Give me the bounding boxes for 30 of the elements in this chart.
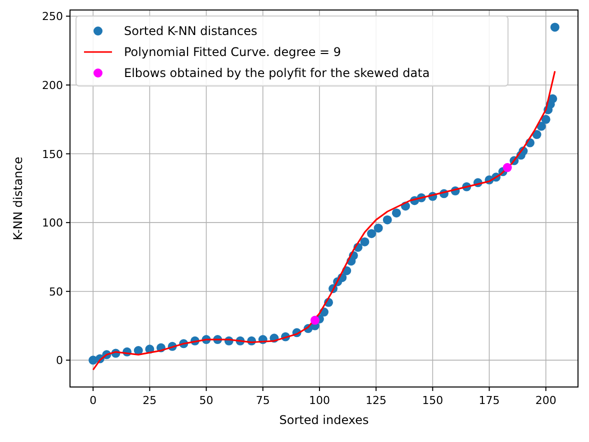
x-tick-label: 200 [535,394,556,407]
point [532,130,542,140]
y-tick-label: 0 [56,354,63,368]
y-tick-label: 50 [49,285,63,298]
y-tick-label: 200 [42,78,63,92]
y-tick-label: 100 [42,216,63,230]
x-tick-label: 0 [90,394,97,407]
x-tick-label: 100 [308,394,330,407]
x-tick-label: 125 [366,394,387,407]
y-tick-label: 150 [42,148,63,161]
point [502,163,512,172]
x-tick-label: 175 [478,394,500,407]
x-tick-label: 50 [199,394,214,407]
point [360,237,370,246]
x-tick-label: 25 [142,394,157,407]
y-tick-label: 250 [42,10,63,24]
legend-label: Polynomial Fitted Curve. degree = 9 [124,45,342,59]
legend-label: Elbows obtained by the polyfit for the skewed data [124,66,430,80]
point [541,114,550,124]
y-axis-title: K-NN distance [11,156,25,240]
x-tick-label: 150 [422,394,444,407]
point [550,22,560,32]
legend-label: Sorted K-NN distances [124,24,258,38]
point [392,208,401,218]
point [374,224,383,233]
point [310,316,320,325]
x-tick-label: 75 [256,394,270,407]
x-axis-title: Sorted indexes [279,413,369,427]
point [367,229,376,238]
point [382,215,392,224]
